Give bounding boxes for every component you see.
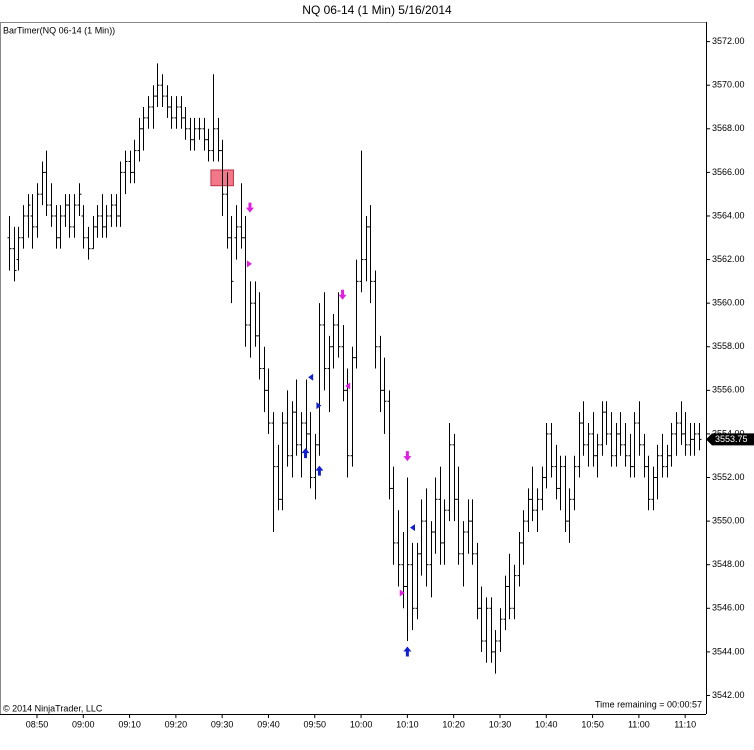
x-tick-label: 10:10 <box>396 719 419 729</box>
signal-marker <box>301 448 310 459</box>
last-price-box <box>706 433 754 446</box>
x-tick-label: 11:00 <box>628 719 650 729</box>
y-tick-label: 3542.00 <box>712 690 745 700</box>
y-tick-label: 3564.00 <box>712 210 745 220</box>
x-tick-label: 10:40 <box>535 719 558 729</box>
x-tick-label: 10:00 <box>350 719 373 729</box>
x-tick-label: 11:10 <box>674 719 696 729</box>
y-tick-label: 3570.00 <box>712 80 745 90</box>
signal-marker <box>246 260 252 268</box>
signal-marker <box>315 465 324 476</box>
y-tick-label: 3566.00 <box>712 167 745 177</box>
x-tick-label: 09:00 <box>72 719 95 729</box>
signal-marker <box>245 202 254 213</box>
x-tick-label: 09:10 <box>118 719 141 729</box>
y-tick-label: 3552.00 <box>712 472 745 482</box>
signal-marker <box>399 589 405 597</box>
last-price-label: 3553.75 <box>715 434 748 444</box>
x-tick-label: 10:50 <box>581 719 604 729</box>
x-tick-label: 09:20 <box>165 719 188 729</box>
x-tick-label: 09:50 <box>304 719 327 729</box>
signal-marker <box>403 451 412 462</box>
signal-marker <box>308 373 314 381</box>
x-tick-label: 10:30 <box>489 719 512 729</box>
x-tick-label: 09:40 <box>257 719 280 729</box>
signal-marker <box>316 402 322 410</box>
chart-title: NQ 06-14 (1 Min) 5/16/2014 <box>302 3 452 17</box>
signal-marker <box>403 646 412 657</box>
y-tick-label: 3558.00 <box>712 341 745 351</box>
signal-marker <box>410 524 416 532</box>
indicator-label: BarTimer(NQ 06-14 (1 Min)) <box>3 25 115 35</box>
y-tick-label: 3572.00 <box>712 36 745 46</box>
x-tick-label: 09:30 <box>211 719 234 729</box>
y-tick-label: 3568.00 <box>712 123 745 133</box>
signal-marker <box>338 289 347 300</box>
y-tick-label: 3560.00 <box>712 298 745 308</box>
y-tick-label: 3548.00 <box>712 559 745 569</box>
y-tick-label: 3554.00 <box>712 428 745 438</box>
x-tick-label: 10:20 <box>442 719 465 729</box>
copyright: © 2014 NinjaTrader, LLC <box>3 703 103 713</box>
y-tick-label: 3562.00 <box>712 254 745 264</box>
y-tick-label: 3550.00 <box>712 515 745 525</box>
y-tick-label: 3556.00 <box>712 385 745 395</box>
time-remaining: Time remaining = 00:00:57 <box>595 699 702 709</box>
x-tick-label: 08:50 <box>26 719 49 729</box>
signal-marker <box>345 382 351 390</box>
y-tick-label: 3546.00 <box>712 603 745 613</box>
y-tick-label: 3544.00 <box>712 646 745 656</box>
